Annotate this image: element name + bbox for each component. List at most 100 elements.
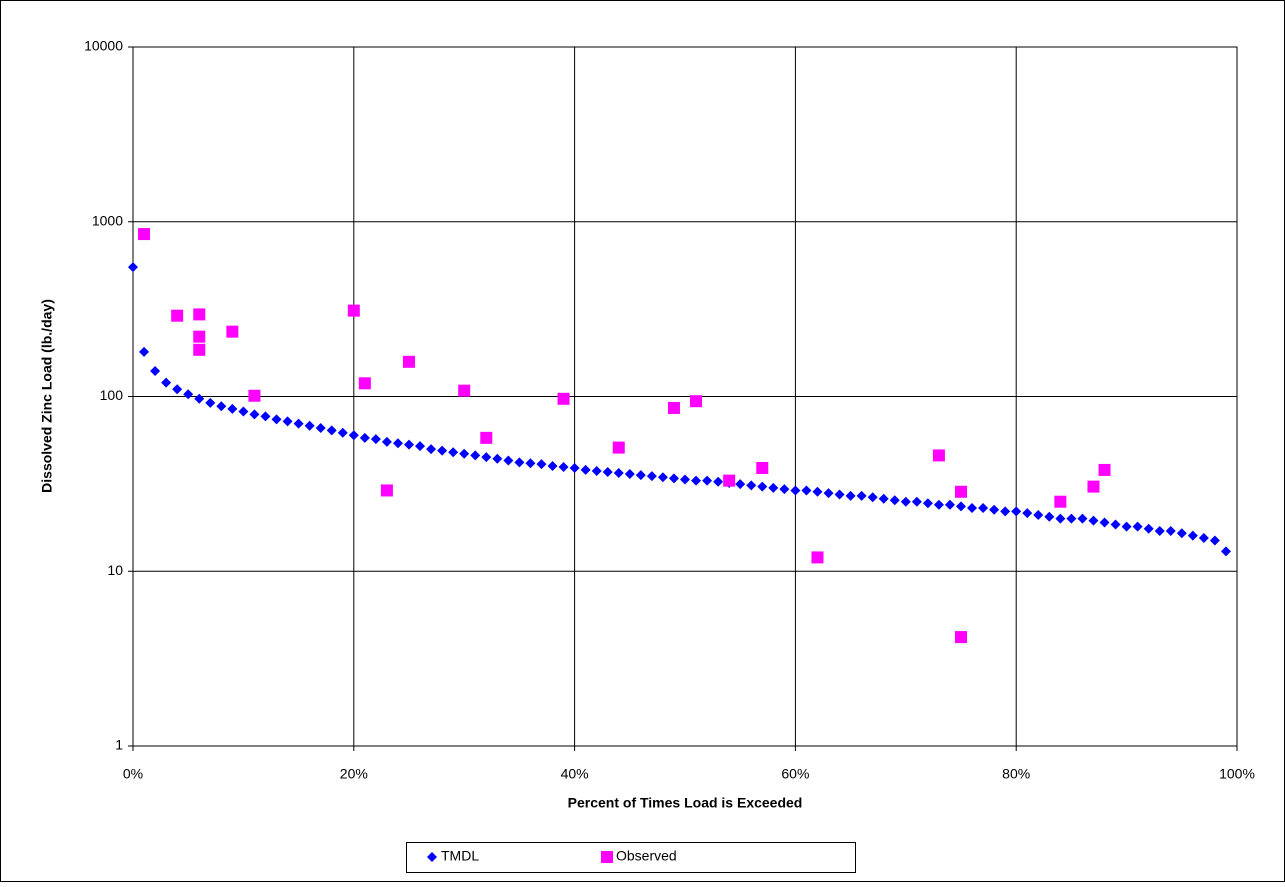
marker: [1022, 508, 1033, 519]
marker: [790, 485, 801, 496]
marker: [1198, 532, 1209, 543]
marker: [380, 484, 393, 497]
marker: [458, 384, 471, 397]
legend-label: Observed: [616, 848, 677, 864]
marker: [227, 403, 238, 414]
y-tick-label: 10: [107, 562, 123, 578]
marker: [370, 434, 381, 445]
marker: [691, 475, 702, 486]
legend-marker: [427, 852, 437, 862]
x-tick-label: 20%: [340, 766, 368, 782]
marker: [415, 441, 426, 452]
marker: [746, 480, 757, 491]
marker: [801, 485, 812, 496]
marker: [1054, 495, 1067, 508]
x-tick-label: 60%: [781, 766, 809, 782]
marker: [381, 436, 392, 447]
y-tick-label: 100: [100, 387, 124, 403]
marker: [547, 461, 558, 472]
marker: [347, 304, 360, 317]
marker: [690, 395, 703, 408]
marker: [492, 453, 503, 464]
marker: [536, 459, 547, 470]
marker: [337, 427, 348, 438]
marker: [194, 393, 205, 404]
marker: [646, 471, 657, 482]
marker: [602, 466, 613, 477]
marker: [779, 484, 790, 495]
marker: [978, 503, 989, 514]
y-tick-label: 1000: [92, 212, 123, 228]
marker: [657, 472, 668, 483]
marker: [735, 479, 746, 490]
marker: [205, 397, 216, 408]
marker: [304, 420, 315, 431]
marker: [955, 631, 967, 644]
marker: [403, 355, 415, 368]
marker: [238, 406, 249, 417]
marker: [171, 309, 184, 322]
marker: [326, 425, 337, 436]
marker: [139, 346, 150, 357]
marker: [503, 455, 514, 466]
marker: [1165, 525, 1176, 536]
marker: [480, 431, 493, 444]
x-tick-label: 0%: [123, 766, 143, 782]
marker: [1055, 513, 1066, 524]
marker: [282, 416, 293, 427]
marker: [1088, 515, 1099, 526]
marker: [1220, 546, 1231, 557]
marker: [834, 489, 845, 500]
marker: [1098, 463, 1111, 476]
marker: [1044, 511, 1055, 522]
marker: [845, 490, 856, 501]
marker: [358, 377, 371, 390]
marker: [1087, 480, 1100, 493]
marker: [900, 496, 911, 507]
marker: [756, 461, 769, 474]
marker: [558, 461, 569, 472]
marker: [1132, 521, 1143, 532]
marker: [172, 384, 183, 395]
marker: [955, 485, 967, 498]
marker: [613, 467, 624, 478]
marker: [989, 504, 1000, 515]
marker: [1187, 530, 1198, 541]
marker: [193, 308, 206, 321]
y-tick-label: 1: [115, 737, 123, 753]
marker: [459, 448, 470, 459]
marker: [768, 482, 779, 493]
marker: [1077, 513, 1088, 524]
marker: [525, 458, 536, 469]
marker: [624, 469, 635, 480]
marker: [271, 414, 282, 425]
marker: [183, 389, 194, 400]
marker: [138, 228, 151, 241]
marker: [1176, 528, 1187, 539]
marker: [823, 488, 834, 499]
marker: [448, 447, 459, 458]
marker: [812, 486, 823, 497]
x-tick-label: 100%: [1219, 766, 1255, 782]
marker: [591, 465, 602, 476]
marker: [248, 389, 261, 402]
marker: [514, 457, 525, 468]
x-tick-label: 80%: [1002, 766, 1030, 782]
marker: [635, 470, 646, 481]
marker: [856, 490, 867, 501]
marker: [315, 423, 326, 434]
marker: [668, 473, 679, 484]
marker: [404, 439, 414, 450]
marker: [1209, 535, 1220, 546]
marker: [922, 498, 933, 509]
marker: [426, 444, 437, 455]
marker: [161, 377, 172, 388]
marker: [1143, 523, 1154, 534]
marker: [128, 262, 138, 273]
marker: [359, 432, 370, 443]
marker: [481, 452, 492, 463]
marker: [1033, 509, 1044, 520]
marker: [1011, 506, 1022, 517]
